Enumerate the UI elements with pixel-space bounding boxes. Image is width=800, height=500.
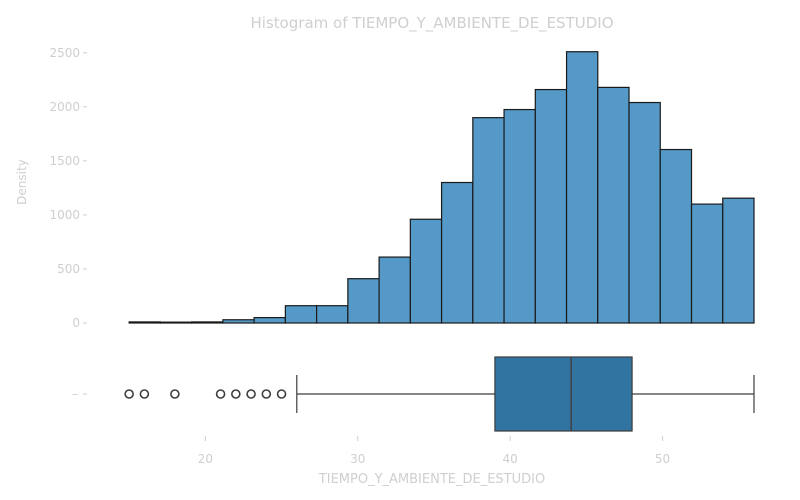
x-axis-ticks: 20 30 40 50 [198, 436, 670, 466]
histogram-bar-2 [191, 321, 224, 324]
boxplot-outlier-7 [276, 389, 287, 399]
histogram-bar-5 [284, 305, 318, 324]
histogram-bar-7 [347, 278, 380, 324]
y-tick-label-4: 2000 [49, 100, 80, 114]
histogram-bar-0 [128, 321, 161, 324]
x-tick-label-3: 50 [655, 452, 670, 466]
y-tick-label-3: 1500 [49, 154, 80, 168]
y-axis-ticks: 0 500 1000 1500 2000 2500 [49, 46, 87, 330]
boxplot-outlier-2 [170, 389, 180, 399]
y-tick-label-5: 2500 [49, 46, 80, 60]
histogram-bar-11 [472, 117, 505, 324]
histogram-panel: 0 500 1000 1500 2000 2500 Density [15, 46, 755, 330]
histogram-bar-8 [378, 256, 411, 324]
chart-title: Histogram of TIEMPO_Y_AMBIENTE_DE_ESTUDI… [250, 14, 613, 33]
histogram-bar-1 [159, 321, 193, 324]
histogram-bar-16 [628, 101, 661, 324]
boxplot-outlier-4 [231, 389, 241, 399]
x-tick-label-2: 40 [503, 452, 518, 466]
histogram-bar-6 [316, 305, 349, 324]
boxplot-y-tick-label: – [72, 387, 78, 401]
boxplot [124, 356, 755, 432]
boxplot-outlier-0 [124, 389, 134, 399]
boxplot-outlier-1 [139, 389, 150, 399]
boxplot-outlier-3 [215, 389, 226, 399]
x-tick-label-1: 30 [350, 452, 365, 466]
histogram-bar-12 [503, 108, 536, 324]
boxplot-box [494, 356, 633, 432]
y-tick-label-1: 500 [57, 262, 80, 276]
boxplot-panel: – 20 30 40 50 TIEMPO_Y_AMBIENTE_DE_ESTUDIO [72, 356, 755, 487]
y-tick-label-0: 0 [72, 316, 80, 330]
boxplot-outlier-6 [261, 389, 272, 399]
histogram-bar-9 [409, 218, 443, 324]
histogram-bar-14 [565, 51, 599, 324]
histogram-bar-15 [597, 86, 630, 324]
y-axis-label: Density [15, 159, 29, 205]
x-tick-label-0: 20 [198, 452, 213, 466]
boxplot-outlier-5 [246, 389, 256, 399]
histogram-bar-17 [659, 148, 693, 324]
histogram-bar-4 [253, 316, 286, 324]
histogram-bars [128, 51, 755, 324]
histogram-bar-18 [690, 203, 724, 324]
histogram-bar-19 [722, 197, 755, 324]
histogram-bar-13 [534, 88, 568, 324]
histogram-bar-3 [222, 319, 255, 324]
y-tick-label-2: 1000 [49, 208, 80, 222]
histogram-bar-10 [440, 181, 474, 324]
x-axis-label: TIEMPO_Y_AMBIENTE_DE_ESTUDIO [318, 472, 545, 487]
